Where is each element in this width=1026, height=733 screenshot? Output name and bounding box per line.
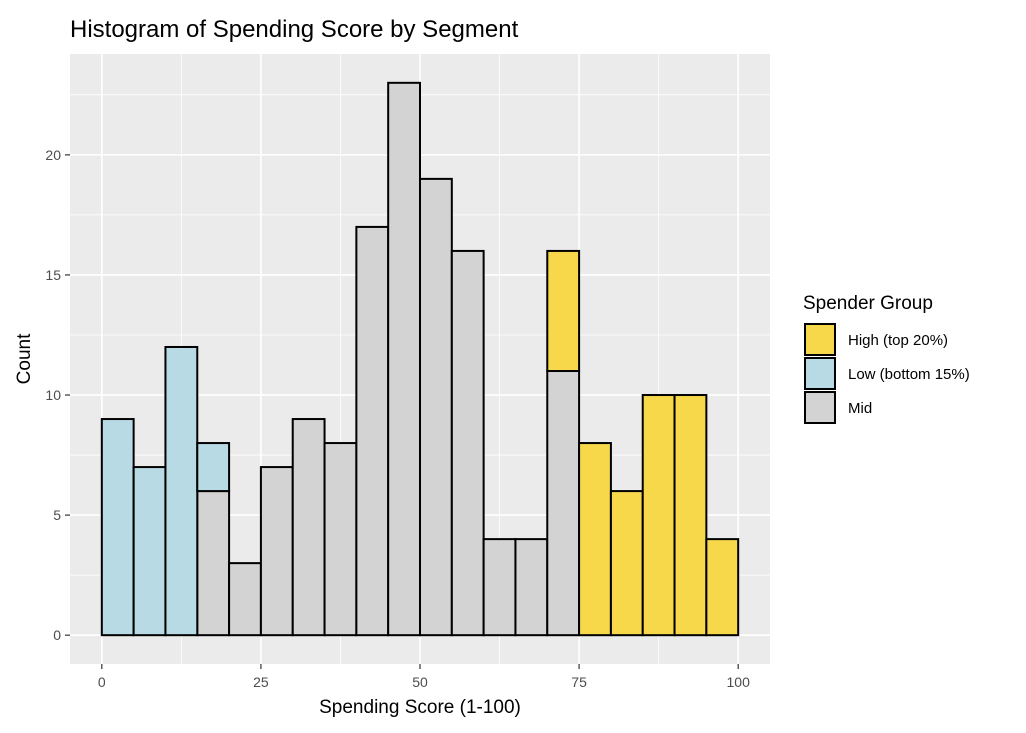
histogram-bar	[132, 466, 167, 637]
legend: Spender Group High (top 20%) Low (bottom …	[803, 293, 970, 424]
histogram-bar	[546, 249, 581, 373]
axis-ticks: 0 25 50 75 100 0 5 10 15 20	[45, 147, 750, 690]
histogram-bar	[259, 466, 294, 637]
histogram-bar	[641, 394, 676, 637]
histogram-bar	[355, 225, 390, 637]
legend-title: Spender Group	[803, 293, 933, 314]
x-axis-title: Spending Score (1-100)	[319, 697, 521, 718]
histogram-bar	[482, 538, 517, 637]
histogram-bar	[609, 490, 644, 637]
histogram-bar	[546, 370, 581, 637]
y-tick-label: 10	[45, 387, 61, 403]
histogram-bar	[387, 81, 422, 637]
legend-key-swatch	[804, 323, 836, 356]
x-tick-label: 0	[98, 674, 106, 690]
histogram-bar	[100, 418, 135, 637]
y-tick-label: 20	[45, 147, 61, 163]
legend-item-label: High (top 20%)	[848, 332, 948, 349]
x-tick-label: 25	[253, 674, 269, 690]
y-axis-title: Count	[14, 333, 35, 384]
legend-key-swatch	[804, 391, 836, 424]
histogram-bar	[450, 249, 485, 637]
legend-item-label: Mid	[848, 400, 872, 417]
histogram-bar	[323, 442, 358, 637]
chart-title: Histogram of Spending Score by Segment	[70, 16, 519, 43]
histogram-bar	[164, 345, 199, 637]
histogram-bar	[578, 442, 612, 637]
x-tick-label: 100	[727, 674, 751, 690]
x-tick-label: 50	[412, 674, 428, 690]
y-tick-label: 5	[53, 507, 61, 523]
histogram-bar	[705, 538, 740, 637]
y-tick-label: 15	[45, 267, 61, 283]
histogram-bar	[673, 394, 708, 637]
histogram-bars	[100, 81, 740, 637]
histogram-bar	[196, 442, 231, 493]
histogram-bar	[291, 418, 326, 637]
histogram-bar	[514, 538, 549, 637]
histogram-bar	[228, 562, 262, 637]
histogram-bar	[419, 177, 453, 637]
x-tick-label: 75	[571, 674, 587, 690]
y-tick-label: 0	[53, 627, 61, 643]
legend-key-swatch	[804, 357, 836, 390]
legend-item-label: Low (bottom 15%)	[848, 366, 970, 383]
histogram-bar	[196, 490, 231, 637]
